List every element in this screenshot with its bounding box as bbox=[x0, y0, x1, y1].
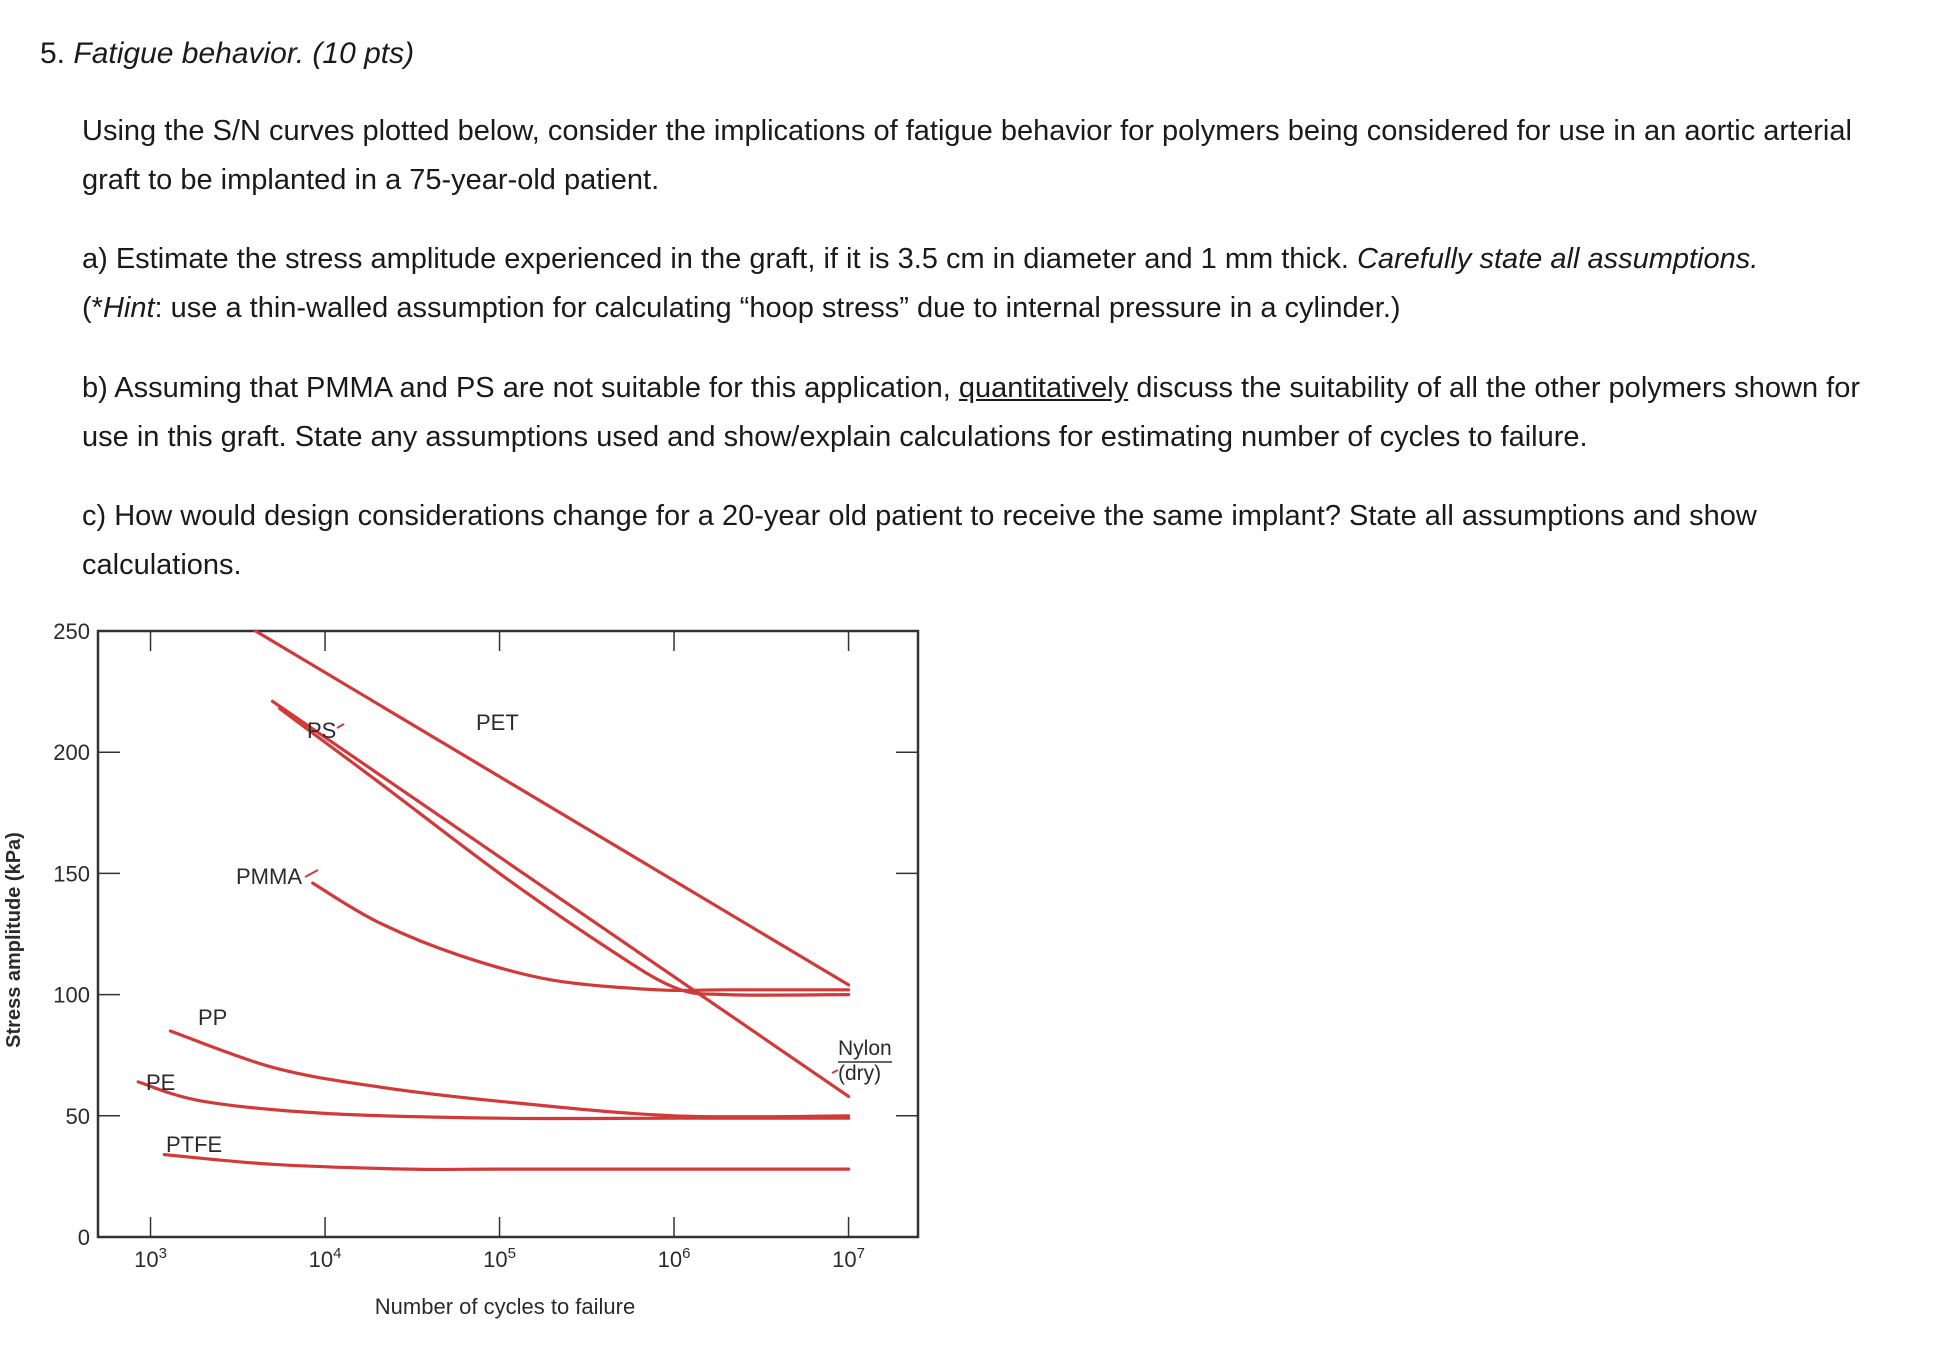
annotation-pmma: PMMA bbox=[236, 864, 319, 889]
series-line-pet bbox=[254, 629, 851, 987]
part-b: b) Assuming that PMMA and PS are not sui… bbox=[82, 364, 1912, 462]
question-number: 5. bbox=[40, 37, 66, 70]
series-line-pp bbox=[168, 1029, 851, 1119]
label-pe: PE bbox=[146, 1070, 175, 1095]
part-a-hint-label: Hint bbox=[102, 292, 155, 324]
x-tick-label: 106 bbox=[658, 1245, 691, 1272]
annotation-pet: PET bbox=[476, 710, 519, 735]
question-heading: 5. Fatigue behavior. (10 pts) bbox=[40, 34, 414, 74]
series-line-ps bbox=[278, 707, 851, 997]
part-a-hint-text: : use a thin-walled assumption for calcu… bbox=[154, 292, 1401, 324]
y-axis-label: Stress amplitude (kPa) bbox=[3, 832, 25, 1048]
y-tick-label: 100 bbox=[53, 983, 90, 1008]
part-a-emphasis: Carefully state all assumptions. bbox=[1356, 243, 1759, 275]
annotation-pe: PE bbox=[146, 1070, 175, 1095]
part-b-text-start: b) Assuming that PMMA and PS are not sui… bbox=[82, 372, 959, 404]
plot-frame bbox=[96, 629, 920, 1239]
label-ptfe: PTFE bbox=[166, 1132, 222, 1157]
part-a-hint-open: (* bbox=[82, 292, 103, 324]
part-b-text-end: discuss the suitability of all the other… bbox=[82, 372, 1860, 453]
question-intro: Using the S/N curves plotted below, cons… bbox=[82, 115, 1852, 196]
y-tick-label: 0 bbox=[78, 1225, 90, 1250]
label-pmma: PMMA bbox=[236, 864, 302, 889]
series-line-pe bbox=[136, 1080, 851, 1121]
label-nylon: Nylon bbox=[838, 1037, 892, 1060]
annotation-nylon: Nylon (dry) bbox=[831, 1037, 892, 1085]
sn-curve-chart: 0 50 100 150 200 250 103 104 105 106 107 Number o… bbox=[3, 619, 920, 1319]
x-tick-label: 104 bbox=[309, 1245, 342, 1272]
annotation-ptfe: PTFE bbox=[166, 1132, 222, 1157]
annotation-ps: PS bbox=[307, 718, 345, 743]
part-c: c) How would design considerations chang… bbox=[82, 500, 1757, 581]
label-ps: PS bbox=[307, 718, 336, 743]
y-tick-label: 150 bbox=[53, 861, 90, 886]
x-tick-labels: 103 104 105 106 107 bbox=[134, 1245, 865, 1272]
y-tick-label: 250 bbox=[53, 619, 90, 644]
part-b-underlined: quantitatively bbox=[958, 372, 1129, 404]
question-title: Fatigue behavior. (10 pts) bbox=[73, 37, 415, 70]
y-tick-label: 50 bbox=[66, 1104, 90, 1129]
label-nylon-dry: (dry) bbox=[838, 1062, 881, 1085]
part-a-text: a) Estimate the stress amplitude experie… bbox=[82, 243, 1357, 275]
part-a: a) Estimate the stress amplitude experie… bbox=[82, 235, 1912, 333]
y-tick-labels: 0 50 100 150 200 250 bbox=[53, 619, 90, 1250]
leader-pmma bbox=[304, 869, 319, 878]
y-tick-label: 200 bbox=[53, 740, 90, 765]
label-pet: PET bbox=[476, 710, 519, 735]
x-tick-label: 103 bbox=[134, 1245, 167, 1272]
leader-ps bbox=[336, 723, 345, 729]
label-pp: PP bbox=[198, 1005, 227, 1030]
x-axis-label: Number of cycles to failure bbox=[375, 1294, 635, 1319]
axis-ticks bbox=[98, 630, 918, 1238]
series-line-ptfe bbox=[162, 1153, 851, 1172]
series-line-nylon-dry bbox=[270, 699, 851, 1098]
series-line-pmma bbox=[311, 881, 851, 993]
x-tick-label: 105 bbox=[483, 1245, 516, 1272]
leader-nylon-point bbox=[831, 1069, 839, 1074]
series-lines bbox=[136, 629, 851, 1172]
x-tick-label: 107 bbox=[832, 1245, 865, 1272]
annotation-pp: PP bbox=[198, 1005, 227, 1030]
